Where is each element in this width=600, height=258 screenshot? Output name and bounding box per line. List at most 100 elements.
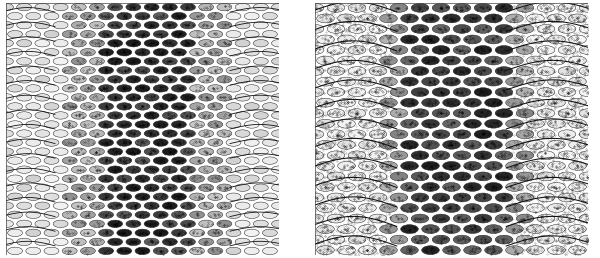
Ellipse shape — [0, 21, 13, 29]
Ellipse shape — [235, 148, 250, 155]
Ellipse shape — [244, 175, 259, 182]
Ellipse shape — [296, 56, 313, 65]
Ellipse shape — [35, 256, 50, 258]
Ellipse shape — [281, 49, 296, 56]
Ellipse shape — [53, 58, 68, 65]
Ellipse shape — [380, 204, 397, 212]
Ellipse shape — [296, 0, 313, 2]
Ellipse shape — [569, 182, 586, 191]
Ellipse shape — [190, 247, 205, 255]
Ellipse shape — [98, 247, 113, 255]
Ellipse shape — [327, 109, 345, 118]
Ellipse shape — [126, 256, 141, 258]
Ellipse shape — [163, 58, 177, 65]
Ellipse shape — [44, 211, 59, 219]
Ellipse shape — [71, 130, 86, 137]
Ellipse shape — [199, 184, 214, 191]
Ellipse shape — [98, 12, 113, 20]
Ellipse shape — [217, 148, 232, 155]
Ellipse shape — [422, 77, 439, 86]
Ellipse shape — [281, 229, 296, 237]
Ellipse shape — [411, 193, 429, 202]
Ellipse shape — [369, 235, 387, 244]
Ellipse shape — [453, 3, 471, 12]
Ellipse shape — [199, 76, 214, 83]
Ellipse shape — [62, 139, 77, 146]
Ellipse shape — [98, 193, 113, 200]
Ellipse shape — [390, 172, 408, 181]
Ellipse shape — [317, 204, 334, 212]
Ellipse shape — [369, 172, 387, 181]
Ellipse shape — [17, 256, 32, 258]
Ellipse shape — [253, 202, 268, 209]
Ellipse shape — [327, 256, 345, 258]
Ellipse shape — [464, 35, 481, 44]
Ellipse shape — [190, 211, 205, 219]
Ellipse shape — [35, 166, 50, 173]
Ellipse shape — [296, 98, 313, 107]
Ellipse shape — [443, 246, 460, 255]
Ellipse shape — [422, 140, 439, 149]
Ellipse shape — [108, 220, 122, 228]
Ellipse shape — [338, 140, 355, 149]
Ellipse shape — [422, 98, 439, 107]
Ellipse shape — [244, 139, 259, 146]
Ellipse shape — [527, 98, 544, 107]
Ellipse shape — [590, 77, 600, 86]
Ellipse shape — [235, 130, 250, 137]
Ellipse shape — [453, 25, 471, 33]
Ellipse shape — [17, 21, 32, 29]
Ellipse shape — [71, 39, 86, 47]
Ellipse shape — [0, 130, 13, 137]
Ellipse shape — [35, 220, 50, 228]
Ellipse shape — [80, 247, 95, 255]
Ellipse shape — [579, 67, 597, 76]
Ellipse shape — [163, 76, 177, 83]
Ellipse shape — [485, 119, 502, 128]
Ellipse shape — [190, 157, 205, 164]
Ellipse shape — [348, 109, 366, 118]
Ellipse shape — [317, 14, 334, 23]
Ellipse shape — [306, 3, 324, 12]
Ellipse shape — [44, 49, 59, 56]
Ellipse shape — [98, 157, 113, 164]
Ellipse shape — [338, 98, 355, 107]
Ellipse shape — [172, 121, 187, 128]
Ellipse shape — [485, 140, 502, 149]
Ellipse shape — [17, 238, 32, 246]
Ellipse shape — [226, 85, 241, 92]
Ellipse shape — [17, 220, 32, 228]
Ellipse shape — [443, 140, 460, 149]
Ellipse shape — [89, 94, 104, 101]
Ellipse shape — [153, 85, 168, 92]
Ellipse shape — [235, 166, 250, 173]
Ellipse shape — [464, 14, 481, 23]
Ellipse shape — [208, 121, 223, 128]
Ellipse shape — [422, 0, 439, 2]
Ellipse shape — [35, 39, 50, 47]
Ellipse shape — [135, 211, 150, 219]
Ellipse shape — [537, 130, 555, 139]
Ellipse shape — [590, 0, 600, 2]
Ellipse shape — [135, 30, 150, 38]
Ellipse shape — [199, 39, 214, 47]
Ellipse shape — [579, 172, 597, 181]
Ellipse shape — [244, 30, 259, 38]
Ellipse shape — [369, 67, 387, 76]
Ellipse shape — [432, 46, 450, 54]
Ellipse shape — [262, 12, 277, 20]
Ellipse shape — [296, 182, 313, 191]
Ellipse shape — [338, 204, 355, 212]
Ellipse shape — [432, 109, 450, 118]
Ellipse shape — [380, 14, 397, 23]
Ellipse shape — [89, 220, 104, 228]
Ellipse shape — [369, 3, 387, 12]
Ellipse shape — [411, 256, 429, 258]
Ellipse shape — [190, 49, 205, 56]
Ellipse shape — [495, 109, 513, 118]
Ellipse shape — [135, 157, 150, 164]
Ellipse shape — [506, 162, 523, 170]
Ellipse shape — [401, 56, 418, 65]
Ellipse shape — [422, 246, 439, 255]
Ellipse shape — [44, 193, 59, 200]
